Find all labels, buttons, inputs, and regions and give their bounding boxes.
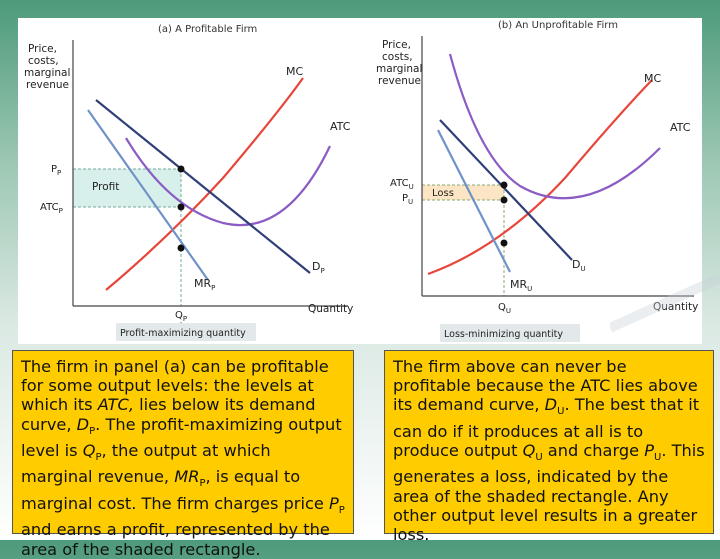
panel-b-ylabel: Price, costs, marginal revenue [376, 39, 422, 87]
x-label: Quantity [308, 303, 353, 315]
loss-label: Loss [432, 188, 454, 199]
atc-label-b: ATC [670, 121, 691, 134]
d-label-b: DU [572, 258, 586, 273]
panel-a-svg: (a) A Profitable Firm Price, costs, margin… [24, 24, 353, 341]
caption-b: The firm above can never be profitable b… [384, 350, 714, 544]
panel-a-ylabel: Price, costs, marginal revenue [24, 43, 70, 91]
demand-curve [95, 99, 311, 274]
mr-curve-b [437, 129, 511, 273]
mc-curve-b [427, 79, 653, 276]
demand-curve-b [439, 119, 573, 261]
price-point [177, 165, 185, 173]
panel-a-title: (a) A Profitable Firm [158, 24, 257, 35]
pu-point [500, 196, 508, 204]
panel-b-svg: (b) An Unprofitable Firm Price, costs, mar… [376, 20, 698, 342]
x-label-b: Quantity [653, 301, 698, 313]
mr-label: MRP [194, 277, 215, 292]
pp-tick: PP [51, 164, 61, 177]
mr-mc-point [177, 244, 185, 252]
footer-label-b: Loss-minimizing quantity [444, 329, 563, 340]
decorative-arrow-graphic [610, 273, 720, 333]
atcu-point [500, 181, 508, 189]
qu-tick: QU [498, 302, 511, 315]
footer-label: Profit-maximizing quantity [120, 328, 246, 339]
d-label: DP [312, 260, 325, 275]
mr-mc-point-b [500, 239, 508, 247]
atc-curve-b [448, 53, 661, 200]
atc-curve [125, 137, 331, 227]
panel-b-title: (b) An Unprofitable Firm [498, 20, 618, 31]
atc-label: ATC [330, 120, 351, 133]
footer-box [116, 323, 256, 341]
loss-area [422, 185, 504, 200]
atc-point [177, 203, 185, 211]
mc-curve [105, 77, 304, 291]
mr-curve [87, 109, 209, 281]
panel-b-chart: (b) An Unprofitable Firm Price, costs, mar… [360, 18, 702, 344]
atcp-tick: ATCP [40, 202, 63, 215]
mc-label: MC [286, 65, 303, 78]
pu-tick: PU [402, 193, 413, 206]
qp-tick: QP [175, 310, 187, 323]
panel-a-chart: (a) A Profitable Firm Price, costs, margin… [18, 18, 360, 344]
atcu-tick: ATCU [390, 178, 414, 191]
mr-label-b: MRU [510, 278, 532, 293]
mc-label-b: MC [644, 72, 661, 85]
profit-label: Profit [92, 181, 119, 193]
footer-box-b [440, 324, 580, 342]
caption-a: The firm in panel (a) can be profitable … [12, 350, 354, 559]
